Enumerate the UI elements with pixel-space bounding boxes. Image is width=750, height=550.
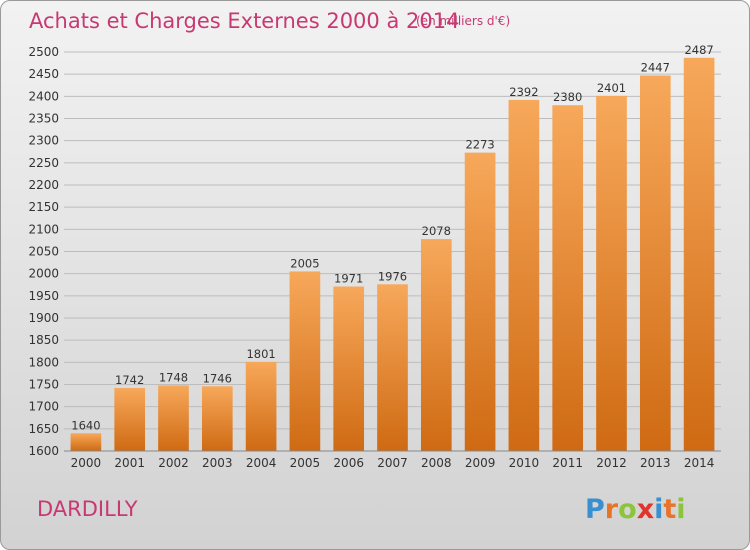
x-axis-tick-labels: 2000 2001 2002 2003 2004 2005 2006 2007 2008 2009…: [71, 456, 715, 470]
y-tick-label: 2000: [28, 267, 59, 281]
x-tick-label: 2001: [114, 456, 145, 470]
bar-2006: [333, 286, 365, 451]
y-tick-label: 2050: [28, 245, 59, 259]
x-tick-label: 2004: [246, 456, 277, 470]
x-tick-label: 2002: [158, 456, 189, 470]
y-tick-label: 1750: [28, 378, 59, 392]
data-label-2002: 1748: [159, 370, 188, 384]
data-label-2007: 1976: [378, 269, 407, 283]
x-tick-label: 2013: [640, 456, 671, 470]
data-label-2010: 2392: [509, 85, 538, 99]
y-tick-label: 2250: [28, 156, 59, 170]
data-label-2000: 1640: [71, 418, 100, 432]
data-label-2005: 2005: [290, 256, 319, 270]
bar-2008: [420, 239, 452, 451]
chart-subtitle: (en milliers d'€): [416, 14, 510, 28]
x-tick-label: 2005: [290, 456, 321, 470]
x-tick-label: 2008: [421, 456, 452, 470]
data-labels: 1640 1742 1748 1746 1801 2005 1971 1976 2078 2273…: [71, 43, 713, 433]
x-tick-label: 2011: [552, 456, 583, 470]
y-tick-label: 2100: [28, 222, 59, 236]
bar-2014: [683, 57, 715, 451]
bar-2003: [201, 386, 233, 451]
x-tick-label: 2007: [377, 456, 408, 470]
chart-title: Achats et Charges Externes 2000 à 2014: [29, 9, 459, 33]
y-tick-label: 2200: [28, 178, 59, 192]
y-tick-label: 1950: [28, 289, 59, 303]
location-name: DARDILLY: [37, 497, 138, 521]
data-label-2009: 2273: [465, 138, 494, 152]
bar-2002: [158, 385, 189, 451]
x-tick-label: 2000: [71, 456, 102, 470]
y-tick-label: 2150: [28, 200, 59, 214]
y-tick-label: 2300: [28, 134, 59, 148]
data-label-2013: 2447: [641, 60, 670, 74]
bar-2009: [464, 152, 496, 452]
data-label-2001: 1742: [115, 373, 144, 387]
data-label-2014: 2487: [684, 43, 713, 57]
data-label-2003: 1746: [203, 371, 232, 385]
data-label-2012: 2401: [597, 81, 626, 95]
data-label-2004: 1801: [246, 347, 275, 361]
y-tick-label: 2450: [28, 67, 59, 81]
bar-2013: [639, 75, 671, 451]
bars: [70, 57, 715, 452]
x-tick-label: 2014: [684, 456, 715, 470]
bar-2010: [508, 99, 540, 451]
y-axis-tick-labels: 1600 1650 1700 1750 1800 1850 1900 1950 2000 2050…: [28, 45, 59, 458]
proxiti-logo: Proxiti: [585, 494, 686, 525]
y-tick-label: 1800: [28, 355, 59, 369]
y-tick-label: 1900: [28, 311, 59, 325]
x-tick-label: 2003: [202, 456, 233, 470]
x-tick-label: 2010: [509, 456, 540, 470]
y-tick-label: 1700: [28, 400, 59, 414]
bar-2007: [377, 284, 408, 451]
bar-2005: [289, 271, 321, 451]
y-tick-label: 1600: [28, 444, 59, 458]
x-tick-label: 2012: [596, 456, 627, 470]
y-tick-label: 2500: [28, 45, 59, 59]
data-label-2008: 2078: [422, 224, 451, 238]
data-label-2006: 1971: [334, 272, 363, 286]
bar-2001: [114, 388, 146, 451]
bar-2011: [552, 105, 584, 451]
y-tick-label: 2350: [28, 112, 59, 126]
bar-2000: [70, 433, 102, 451]
x-tick-label: 2009: [465, 456, 496, 470]
bar-2012: [596, 95, 627, 451]
x-tick-label: 2006: [333, 456, 364, 470]
bar-2004: [245, 361, 277, 451]
y-tick-label: 2400: [28, 89, 59, 103]
y-tick-label: 1850: [28, 333, 59, 347]
data-label-2011: 2380: [553, 90, 582, 104]
y-tick-label: 1650: [28, 422, 59, 436]
